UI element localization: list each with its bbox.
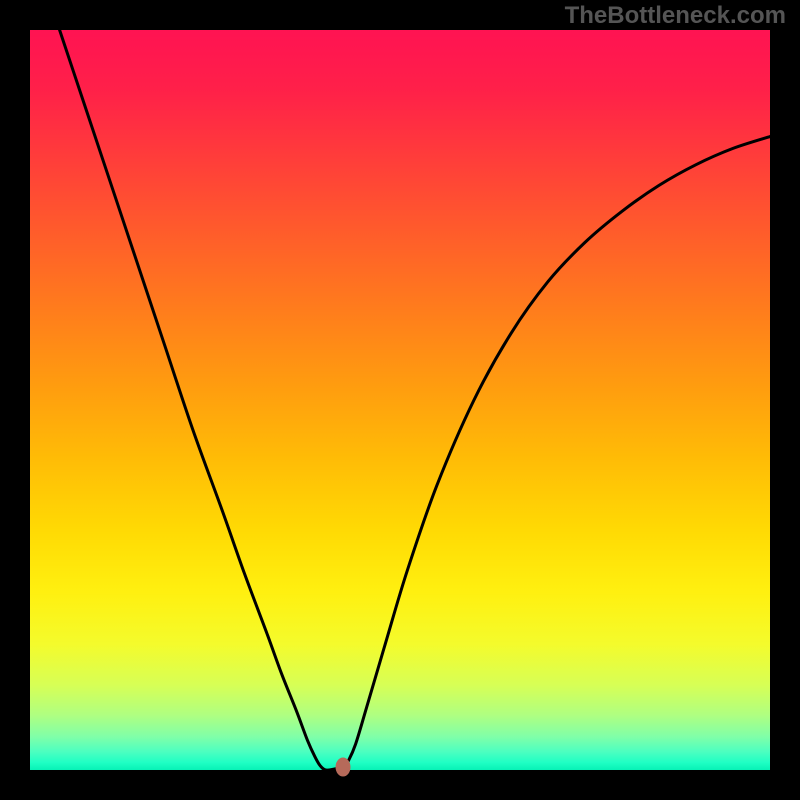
chart-stage: TheBottleneck.com (0, 0, 800, 800)
watermark-text: TheBottleneck.com (565, 2, 786, 30)
plot-area (30, 30, 770, 770)
